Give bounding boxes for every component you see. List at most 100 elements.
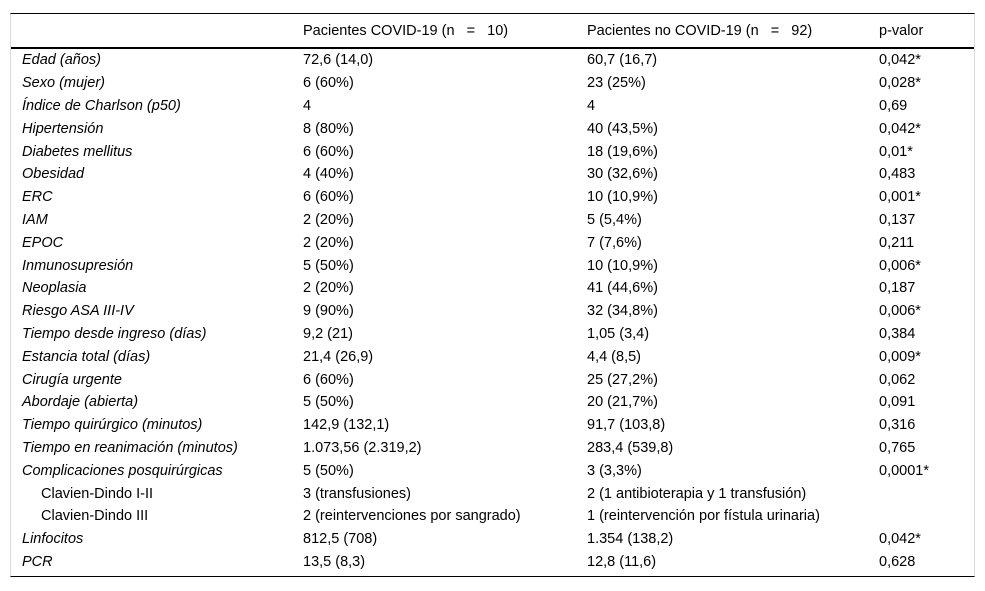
no-covid-value: 1 (reintervención por fístula urinaria) [587, 508, 820, 525]
p-value: 0,137 [879, 211, 916, 228]
table-row: Índice de Charlson (p50) 4 4 0,69 [11, 95, 974, 118]
p-value: 0,483 [879, 166, 916, 183]
covid-value: 5 (50%) [303, 394, 354, 411]
covid-value: 2 (reintervenciones por sangrado) [303, 508, 521, 525]
table-row: Linfocitos 812,5 (708) 1.354 (138,2) 0,042* [11, 528, 974, 551]
no-covid-value: 12,8 (11,6) [587, 553, 657, 570]
p-value: 0,01* [879, 143, 913, 160]
no-covid-value: 91,7 (103,8) [587, 417, 666, 434]
table-row: Diabetes mellitus 6 (60%) 18 (19,6%) 0,01* [11, 140, 974, 163]
covid-value: 3 (transfusiones) [303, 485, 411, 502]
row-label: Neoplasia [22, 280, 87, 297]
row-label: Índice de Charlson (p50) [22, 97, 181, 114]
covid-value: 6 (60%) [303, 143, 354, 160]
table-row: ERC 6 (60%) 10 (10,9%) 0,001* [11, 186, 974, 209]
table-header: Pacientes COVID-19 (n = 10) Pacientes no… [11, 14, 974, 49]
no-covid-value: 20 (21,7%) [587, 394, 658, 411]
table-row: Riesgo ASA III-IV 9 (90%) 32 (34,8%) 0,006* [11, 300, 974, 323]
no-covid-value: 32 (34,8%) [587, 303, 658, 320]
no-covid-value: 25 (27,2%) [587, 371, 658, 388]
covid-value: 2 (20%) [303, 280, 354, 297]
row-label: Tiempo en reanimación (minutos) [22, 439, 238, 456]
row-label: Hipertensión [22, 120, 104, 137]
row-label: Edad (años) [22, 52, 101, 69]
p-value: 0,316 [879, 417, 916, 434]
no-covid-value: 7 (7,6%) [587, 234, 642, 251]
table-row: Estancia total (días) 21,4 (26,9) 4,4 (8,5… [11, 345, 974, 368]
no-covid-value: 1.354 (138,2) [587, 531, 674, 548]
row-label: Abordaje (abierta) [22, 394, 139, 411]
p-value: 0,042* [879, 52, 921, 69]
table-row: EPOC 2 (20%) 7 (7,6%) 0,211 [11, 231, 974, 254]
p-value: 0,001* [879, 189, 921, 206]
row-label: Clavien-Dindo III [41, 508, 149, 525]
table-row: Tiempo en reanimación (minutos) 1.073,56 … [11, 437, 974, 460]
covid-value: 142,9 (132,1) [303, 417, 390, 434]
header-no-covid-group: Pacientes no COVID-19 (n = 92) [587, 14, 879, 49]
table-row: Sexo (mujer) 6 (60%) 23 (25%) 0,028* [11, 72, 974, 95]
header-p-value: p-valor [879, 14, 974, 49]
row-label: Cirugía urgente [22, 371, 122, 388]
table-row: PCR 13,5 (8,3) 12,8 (11,6) 0,628 [11, 551, 974, 574]
no-covid-value: 4 [587, 97, 596, 114]
no-covid-value: 40 (43,5%) [587, 120, 658, 137]
no-covid-value: 30 (32,6%) [587, 166, 658, 183]
covid-value: 4 (40%) [303, 166, 354, 183]
covid-value: 5 (50%) [303, 462, 354, 479]
row-label: ERC [22, 189, 53, 206]
table-row: Neoplasia 2 (20%) 41 (44,6%) 0,187 [11, 277, 974, 300]
no-covid-value: 283,4 (539,8) [587, 439, 674, 456]
p-value: 0,042* [879, 120, 921, 137]
covid-value: 6 (60%) [303, 189, 354, 206]
p-value: 0,765 [879, 439, 916, 456]
covid-value: 9 (90%) [303, 303, 354, 320]
no-covid-value: 41 (44,6%) [587, 280, 658, 297]
covid-value: 21,4 (26,9) [303, 348, 374, 365]
table-row: Inmunosupresión 5 (50%) 10 (10,9%) 0,006* [11, 254, 974, 277]
covid-value: 812,5 (708) [303, 531, 378, 548]
covid-value: 4 [303, 97, 312, 114]
comparison-table: Pacientes COVID-19 (n = 10) Pacientes no… [11, 14, 974, 573]
header-covid-group: Pacientes COVID-19 (n = 10) [303, 14, 587, 49]
table-row: Hipertensión 8 (80%) 40 (43,5%) 0,042* [11, 117, 974, 140]
table-row: Tiempo desde ingreso (días) 9,2 (21) 1,05 … [11, 323, 974, 346]
no-covid-value: 5 (5,4%) [587, 211, 642, 228]
table-row: Abordaje (abierta) 5 (50%) 20 (21,7%) 0,091 [11, 391, 974, 414]
row-label: Obesidad [22, 166, 85, 183]
covid-value: 6 (60%) [303, 371, 354, 388]
row-label: Tiempo desde ingreso (días) [22, 325, 207, 342]
covid-value: 72,6 (14,0) [303, 52, 374, 69]
row-label: PCR [22, 553, 53, 570]
row-label: Tiempo quirúrgico (minutos) [22, 417, 203, 434]
p-value [879, 482, 974, 505]
no-covid-value: 3 (3,3%) [587, 462, 642, 479]
p-value: 0,0001* [879, 462, 929, 479]
p-value: 0,211 [879, 234, 915, 251]
row-label: Clavien-Dindo I-II [41, 485, 154, 502]
no-covid-value: 18 (19,6%) [587, 143, 658, 160]
row-label: Linfocitos [22, 531, 84, 548]
no-covid-value: 1,05 (3,4) [587, 325, 650, 342]
p-value: 0,187 [879, 280, 916, 297]
row-label: Riesgo ASA III-IV [22, 303, 134, 320]
header-variable [11, 14, 303, 49]
no-covid-value: 2 (1 antibioterapia y 1 transfusión) [587, 485, 807, 502]
no-covid-value: 60,7 (16,7) [587, 52, 658, 69]
no-covid-value: 23 (25%) [587, 75, 646, 92]
row-label: IAM [22, 211, 48, 228]
covid-value: 1.073,56 (2.319,2) [303, 439, 422, 456]
p-value: 0,69 [879, 97, 908, 114]
p-value: 0,384 [879, 325, 916, 342]
p-value: 0,091 [879, 394, 916, 411]
table-row: Complicaciones posquirúrgicas 5 (50%) 3 (3… [11, 459, 974, 482]
covid-value: 2 (20%) [303, 234, 354, 251]
p-value: 0,062 [879, 371, 916, 388]
header-row: Pacientes COVID-19 (n = 10) Pacientes no… [11, 14, 974, 49]
p-value: 0,006* [879, 303, 921, 320]
p-value [879, 505, 974, 528]
p-value: 0,006* [879, 257, 921, 274]
p-value: 0,009* [879, 348, 921, 365]
covid-value: 2 (20%) [303, 211, 354, 228]
covid-value: 13,5 (8,3) [303, 553, 366, 570]
p-value: 0,028* [879, 75, 921, 92]
